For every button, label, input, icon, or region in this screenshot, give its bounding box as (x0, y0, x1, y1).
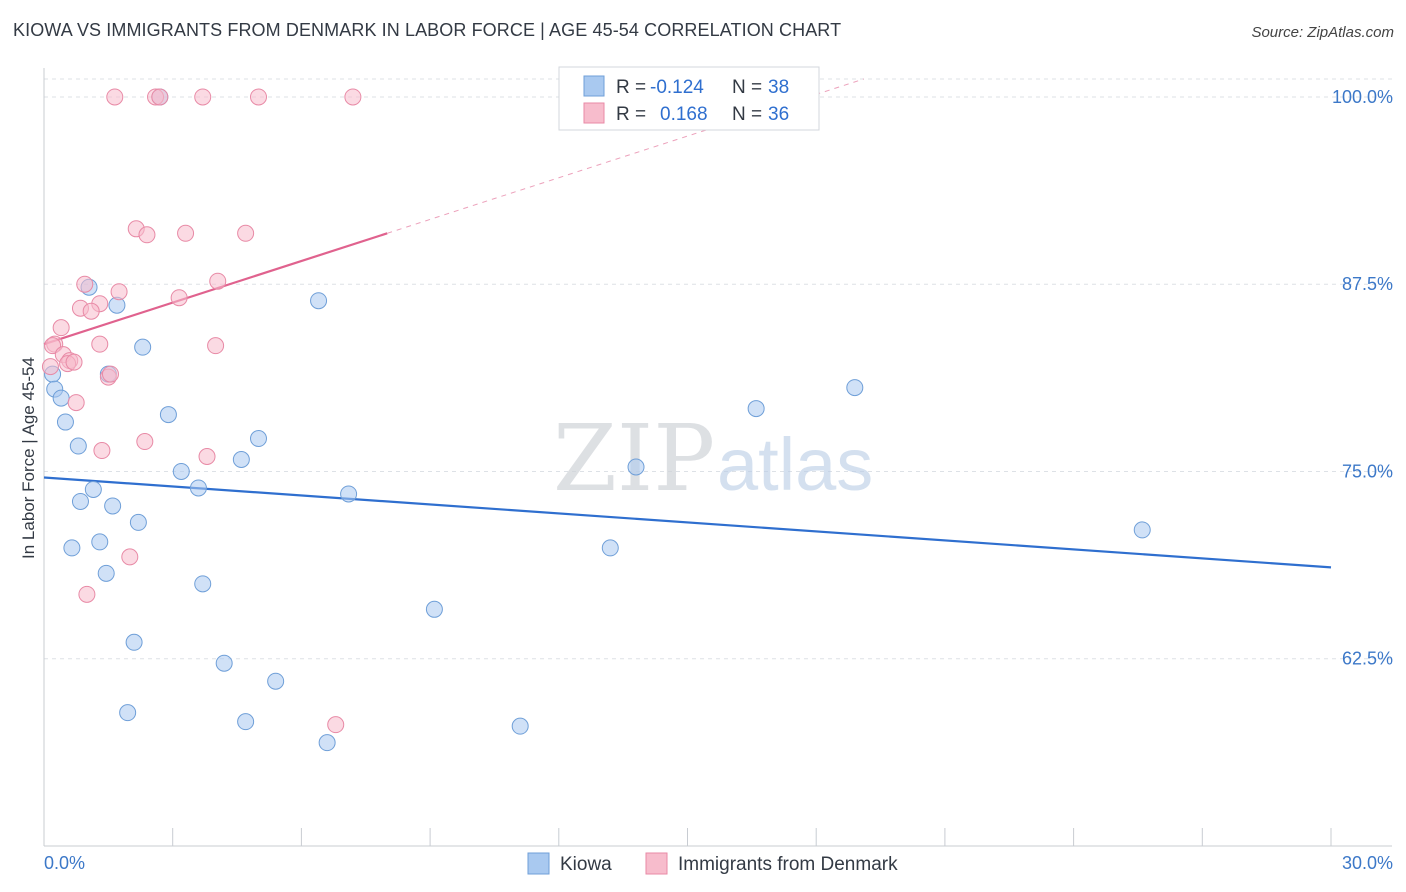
denmark-point (151, 88, 169, 106)
denmark-point (106, 88, 124, 106)
kiowa-point (627, 458, 645, 476)
kiowa-point (125, 633, 143, 651)
kiowa-point (84, 480, 102, 498)
kiowa-point (159, 406, 177, 424)
legend-swatch-denmark (583, 102, 605, 124)
bottom-legend-swatch-kiowa (527, 852, 550, 875)
grid-lines (44, 78, 1392, 660)
tick-labels: 62.5% 75.0% 87.5% 100.0% 0.0% 30.0% (44, 87, 1393, 873)
kiowa-point (129, 513, 147, 531)
kiowa-point (232, 451, 250, 469)
denmark-point (344, 88, 362, 106)
denmark-point (65, 353, 83, 371)
watermark: ZIP atlas (553, 405, 873, 512)
denmark-point (41, 358, 59, 376)
watermark-zip: ZIP (553, 405, 715, 512)
y-tick-label: 62.5% (1342, 649, 1393, 669)
kiowa-point (194, 575, 212, 593)
denmark-point (110, 283, 128, 301)
denmark-point (209, 272, 227, 290)
y-axis-label: In Labor Force | Age 45-54 (19, 357, 38, 559)
series-legend: Kiowa Immigrants from Denmark (527, 852, 898, 875)
kiowa-point (134, 338, 152, 356)
legend-r-label-kiowa: R = (616, 77, 646, 98)
kiowa-point (172, 462, 190, 480)
denmark-point (121, 548, 139, 566)
axes (43, 68, 1392, 847)
denmark-point (198, 448, 216, 466)
kiowa-point (119, 704, 137, 722)
kiowa-point (71, 492, 89, 510)
denmark-point (93, 442, 111, 460)
legend-n-value-denmark: 36 (768, 104, 789, 125)
kiowa-point (63, 539, 81, 557)
denmark-point (207, 337, 225, 355)
stats-legend: R = -0.124 N = 38 R = 0.168 N = 36 (558, 66, 820, 131)
legend-r-label-denmark: R = (616, 104, 646, 125)
kiowa-point (237, 713, 255, 731)
kiowa-point (267, 672, 285, 690)
denmark-point (237, 224, 255, 242)
kiowa-point (340, 485, 358, 503)
x-tick-label: 0.0% (44, 853, 85, 873)
kiowa-point (846, 379, 864, 397)
kiowa-point (69, 437, 87, 455)
kiowa-point (56, 413, 74, 431)
kiowa-point (104, 497, 122, 515)
y-tick-label: 100.0% (1332, 87, 1393, 107)
kiowa-point (215, 654, 233, 672)
denmark-point (250, 88, 267, 106)
chart-title: KIOWA VS IMMIGRANTS FROM DENMARK IN LABO… (13, 20, 842, 40)
denmark-point (136, 433, 154, 451)
kiowa-point (425, 600, 443, 618)
bottom-legend-label-kiowa: Kiowa (560, 854, 612, 875)
kiowa-point (189, 479, 207, 497)
x-tick-label: 30.0% (1342, 853, 1393, 873)
data-points (41, 88, 1151, 752)
legend-r-value-kiowa: -0.124 (650, 77, 704, 98)
legend-n-label-denmark: N = (732, 104, 762, 125)
denmark-point (327, 716, 345, 734)
kiowa-point (601, 539, 619, 557)
watermark-atlas: atlas (717, 423, 873, 506)
legend-n-label-kiowa: N = (732, 77, 762, 98)
kiowa-point (97, 564, 115, 582)
denmark-point (194, 88, 212, 106)
source-credit: Source: ZipAtlas.com (1251, 24, 1394, 41)
legend-n-value-kiowa: 38 (768, 77, 789, 98)
legend-r-value-denmark: 0.168 (660, 104, 708, 125)
kiowa-point (91, 533, 109, 551)
bottom-legend-label-denmark: Immigrants from Denmark (678, 854, 898, 875)
denmark-point (170, 289, 188, 307)
kiowa-point (511, 717, 529, 735)
denmark-point (101, 365, 119, 383)
bottom-legend-swatch-denmark (645, 852, 668, 875)
trend-line-kiowa (43, 476, 1332, 569)
kiowa-point (1133, 521, 1151, 539)
kiowa-point (52, 389, 70, 407)
kiowa-point (250, 430, 267, 448)
y-tick-label: 75.0% (1342, 461, 1393, 481)
kiowa-point (318, 734, 336, 752)
denmark-point (82, 302, 100, 320)
denmark-point (52, 319, 70, 337)
denmark-point (67, 394, 85, 412)
denmark-point (78, 585, 96, 603)
legend-swatch-kiowa (583, 75, 605, 97)
denmark-point (177, 224, 195, 242)
denmark-point (91, 335, 109, 353)
trend-line-denmark (387, 78, 864, 234)
denmark-point (76, 275, 94, 293)
kiowa-point (747, 400, 765, 418)
denmark-point (138, 226, 156, 244)
kiowa-point (310, 292, 328, 310)
y-tick-label: 87.5% (1342, 274, 1393, 294)
